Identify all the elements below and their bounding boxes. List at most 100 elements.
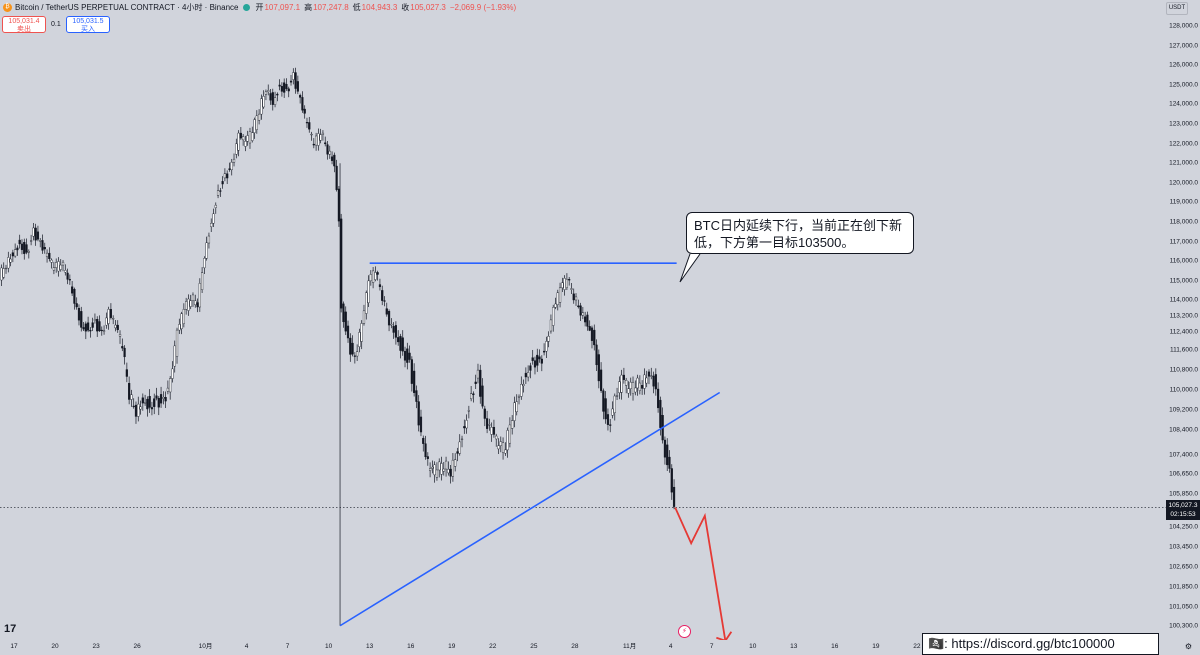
price-tick-label: 107,400.0 (1169, 451, 1198, 459)
candle-body (387, 311, 391, 326)
discord-link-box[interactable]: 🏴‍☠️: https://discord.gg/btc100000 (922, 633, 1159, 655)
candle-body (545, 341, 548, 352)
candle-body (513, 402, 516, 421)
buy-button[interactable]: 105,031.5 买入 (66, 16, 110, 33)
candle-body (483, 408, 486, 419)
candle-body (424, 443, 427, 458)
candle-body (344, 311, 347, 332)
candle-body (422, 437, 425, 444)
candle-body (196, 302, 199, 308)
candle-body (271, 92, 274, 105)
candle-body (235, 143, 238, 155)
candle-body (189, 300, 192, 307)
candle-body (292, 72, 295, 80)
candle-body (116, 324, 119, 331)
candle-body (419, 416, 423, 433)
candle-body (205, 242, 208, 259)
time-tick-label: 16 (831, 643, 839, 650)
price-tick-label: 104,250.0 (1169, 523, 1198, 531)
candle-body (602, 390, 605, 412)
candle-body (228, 168, 231, 170)
candle-body (182, 309, 185, 324)
time-tick-label: 13 (366, 643, 374, 650)
candle-body (253, 119, 256, 133)
time-tick-label: 16 (407, 643, 415, 650)
candle-body (84, 323, 87, 332)
price-tick-label: 120,000.0 (1169, 179, 1198, 187)
settings-icon[interactable]: ⚙ (1184, 642, 1192, 651)
time-tick-label: 22 (913, 643, 921, 650)
annotation-callout[interactable]: BTC日内延续下行，当前正在创下新低，下方第一目标103500。 (686, 212, 914, 254)
candle-body (308, 122, 311, 130)
candle-body (369, 274, 372, 282)
price-tick-label: 125,000.0 (1169, 81, 1198, 89)
candle-body (600, 369, 603, 391)
candle-body (305, 122, 309, 124)
price-chart[interactable] (0, 0, 1166, 640)
candle-body (191, 294, 195, 301)
candle-body (385, 308, 388, 315)
candle-body (520, 384, 523, 397)
candle-body (185, 301, 188, 310)
candle-body (153, 398, 156, 407)
time-tick-label: 7 (709, 643, 714, 650)
callout-pointer (679, 253, 701, 283)
time-tick-label: 22 (489, 643, 497, 650)
candle-body (372, 270, 375, 283)
price-tick-label: 114,000.0 (1169, 296, 1198, 304)
candle-body (296, 81, 299, 92)
candle-body (25, 244, 28, 253)
candle-body (91, 322, 94, 328)
candle-body (333, 154, 336, 167)
candle-body (552, 307, 555, 326)
time-tick-label: 20 (51, 643, 59, 650)
price-tick-label: 122,000.0 (1169, 140, 1198, 148)
candle-body (109, 309, 112, 318)
time-tick-label: 19 (448, 643, 456, 650)
candle-body (378, 284, 382, 288)
candle-body (515, 401, 518, 413)
candle-body (431, 466, 434, 469)
symbol-title[interactable]: Bitcoin / TetherUS PERPETUAL CONTRACT · … (15, 2, 239, 12)
candle-body (312, 143, 315, 146)
candle-body (137, 403, 140, 417)
candle-body (198, 283, 201, 308)
candle-body (538, 356, 541, 360)
candle-body (638, 382, 641, 391)
tradingview-logo-icon[interactable]: 17 (4, 623, 17, 635)
candle-body (59, 264, 62, 270)
high-label: 高 (304, 2, 313, 12)
price-tick-label: 101,850.0 (1169, 583, 1198, 591)
bolt-icon[interactable]: ⚡ (678, 625, 691, 638)
candle-body (413, 370, 416, 393)
price-tick-label: 101,050.0 (1169, 603, 1198, 611)
projection-path[interactable] (674, 507, 727, 640)
candle-body (55, 262, 58, 268)
candle-body (442, 468, 445, 472)
candle-body (401, 337, 404, 352)
candle-body (251, 132, 254, 141)
candle-body (166, 387, 169, 392)
candle-body (529, 365, 532, 371)
currency-selector[interactable]: USDT (1166, 2, 1188, 15)
candle-body (625, 380, 628, 386)
drawn-trendlines[interactable] (339, 253, 733, 640)
candle-body (561, 282, 564, 289)
candle-body (150, 407, 154, 410)
candle-body (554, 303, 557, 308)
candle-body (68, 279, 71, 281)
candle-body (579, 305, 582, 316)
support-trendline[interactable] (339, 391, 721, 627)
price-axis[interactable]: 128,000.0 127,000.0 126,000.0 125,000.0 124,… (1166, 0, 1200, 640)
time-tick-label: 25 (530, 643, 538, 650)
candle-body (668, 456, 671, 469)
candle-body (533, 360, 537, 368)
candle-body (14, 249, 17, 257)
sell-button[interactable]: 105,031.4 卖出 (2, 16, 46, 33)
candle-body (497, 445, 500, 450)
candle-body (403, 351, 407, 361)
candle-body (584, 316, 587, 323)
candle-body (451, 459, 454, 477)
candle-body (394, 325, 397, 338)
candle-body (479, 369, 482, 397)
